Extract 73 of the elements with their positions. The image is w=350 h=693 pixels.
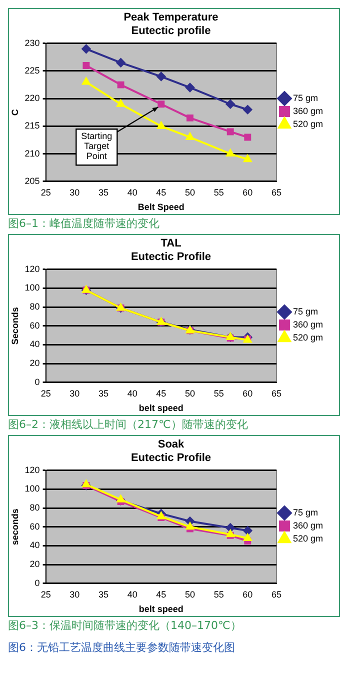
y-tick-label: 100 [24,282,40,293]
x-tick-label: 25 [40,388,51,398]
y-tick-label: 225 [24,65,40,76]
x-tick-label: 40 [127,388,138,398]
chart-subtitle: Eutectic Profile [130,452,212,464]
chart-title: TAL [160,238,182,250]
x-tick-label: 30 [70,388,80,398]
chart-subtitle: Eutectic profile [131,24,211,37]
legend-label: 360 gm [292,106,324,116]
y-tick-label: 0 [34,376,40,387]
legend-label: 360 gm [292,319,324,330]
x-tick-label: 30 [70,589,80,600]
y-tick-label: 210 [24,148,40,158]
x-tick-label: 50 [184,388,195,398]
caption: 图6–2：液相线以上时间（217℃）随带速的变化 [8,417,249,433]
x-axis-title: Belt Speed [138,202,184,212]
x-tick-label: 50 [184,589,195,600]
y-axis-title: C [10,108,20,116]
y-tick-label: 40 [30,540,40,550]
x-tick-label: 25 [40,187,51,198]
x-tick-label: 60 [242,589,253,600]
y-tick-label: 215 [24,120,40,131]
legend-label: 520 gm [292,533,324,544]
x-tick-label: 55 [214,589,224,600]
x-tick-label: 65 [271,187,282,198]
legend-label: 75 gm [292,507,318,518]
y-tick-label: 100 [24,484,40,494]
legend-label: 520 gm [292,332,324,342]
caption: 图6：无铅工艺温度曲线主要参数随带速变化图 [8,640,236,656]
x-tick-label: 65 [271,589,282,600]
x-tick-label: 45 [156,589,166,600]
x-tick-label: 60 [242,187,253,198]
y-tick-label: 20 [30,358,40,368]
annotation: Starting Target Point [81,131,112,162]
x-tick-label: 60 [242,388,253,398]
x-tick-label: 40 [127,589,138,600]
x-tick-label: 45 [156,187,166,198]
x-tick-label: 30 [70,187,80,198]
x-tick-label: 35 [98,187,108,198]
y-tick-label: 20 [30,559,40,570]
y-axis-title: seconds [10,508,20,546]
x-tick-label: 45 [156,388,166,398]
y-tick-label: 40 [30,339,40,350]
y-tick-label: 80 [30,502,40,513]
x-axis-title: belt speed [138,604,184,614]
caption: 图6–1：峰值温度随带速的变化 [8,216,160,232]
chart-subtitle: Eutectic Profile [130,250,212,263]
y-tick-label: 80 [30,302,40,312]
legend-label: 360 gm [292,520,324,530]
y-axis-title: Seconds [10,307,20,345]
y-tick-label: 230 [24,38,40,48]
chart-title: Soak [158,438,186,451]
y-tick-label: 0 [34,578,40,588]
legend-label: 75 gm [292,306,318,316]
y-tick-label: 60 [30,521,40,532]
x-tick-label: 40 [127,187,138,198]
chart-title: Peak Temperature [124,12,218,24]
x-tick-label: 35 [98,589,108,600]
y-tick-label: 120 [24,264,40,274]
x-tick-label: 55 [214,187,224,198]
x-axis-title: belt speed [138,403,184,414]
y-tick-label: 220 [24,93,40,104]
caption: 图6–3：保温时间随带速的变化（140–170℃） [8,618,242,634]
x-tick-label: 55 [214,388,224,398]
x-tick-label: 35 [98,388,108,398]
x-tick-label: 65 [271,388,282,398]
y-tick-label: 120 [24,464,40,475]
x-tick-label: 25 [40,589,51,600]
x-tick-label: 50 [184,187,195,198]
legend-label: 75 gm [292,92,318,103]
y-tick-label: 205 [24,176,40,186]
y-tick-label: 60 [30,320,40,330]
legend-label: 520 gm [292,118,324,129]
